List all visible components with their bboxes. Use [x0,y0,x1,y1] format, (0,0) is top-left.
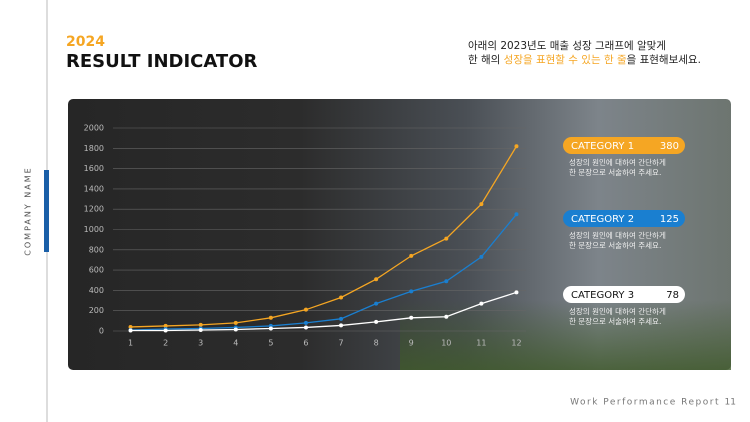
data-point [514,290,519,295]
y-tick-label: 1800 [84,144,104,153]
x-tick-label: 4 [233,339,238,348]
y-tick-label: 400 [89,286,104,295]
data-point [409,315,414,320]
page-number: 11 [725,398,736,408]
data-point [163,323,168,328]
callout-text: 성장의 원인에 대하여 간단하게 [569,157,666,167]
data-point [479,202,484,207]
data-point [444,314,449,319]
callout-pill [563,210,685,227]
data-point [409,289,414,294]
data-point [268,315,273,320]
data-point [514,144,519,149]
series-line [130,145,518,328]
data-point [479,301,484,306]
description-line: 아래의 2023년도 매출 성장 그래프에 알맞게 [468,40,666,52]
data-point [303,307,308,312]
callout-text: 한 문장으로 서술하여 주세요. [569,316,661,326]
description-segment: 을 표현해보세요. [627,53,701,66]
callout-pill [563,286,685,303]
data-point [374,319,379,324]
x-tick-label: 6 [303,339,308,348]
footer-report: Work Performance Report [570,398,720,408]
description-segment: 아래의 2023년도 매출 성장 그래프에 알맞게 [468,40,666,52]
callout-name: CATEGORY 3 [571,290,634,301]
y-tick-label: 1600 [84,164,104,173]
callout-pill [563,137,685,154]
data-point [128,324,133,329]
y-tick-label: 1000 [84,225,104,234]
x-tick-label: 9 [409,339,414,348]
data-point [303,320,308,325]
x-tick-label: 3 [198,339,203,348]
callout-text: 성장의 원인에 대하여 간단하게 [569,306,666,316]
data-point [198,322,203,327]
description-segment: 한 해의 [468,53,504,66]
x-tick-label: 8 [374,339,379,348]
x-tick-label: 11 [476,339,486,348]
data-point [233,320,238,325]
series-line [130,213,517,331]
y-tick-label: 1200 [84,205,104,214]
data-point [479,254,484,259]
data-point [303,325,308,330]
data-point [128,328,133,333]
data-point [233,327,238,332]
callout-value: 125 [660,214,679,225]
data-point [339,323,344,328]
callout-name: CATEGORY 1 [571,141,634,152]
callout-name: CATEGORY 2 [571,214,634,225]
year: 2024 [66,34,105,50]
callout-text: 한 문장으로 서술하여 주세요. [569,240,661,250]
callout-text: 성장의 원인에 대하여 간단하게 [569,230,666,240]
data-point [444,279,449,284]
callout-text: 한 문장으로 서술하여 주세요. [569,167,661,177]
y-tick-label: 1400 [84,184,104,193]
data-point [268,326,273,331]
data-point [198,327,203,332]
x-tick-label: 2 [163,339,168,348]
data-point [514,212,519,217]
data-point [339,316,344,321]
data-point [163,328,168,333]
company-name: COMPANY NAME [24,166,33,255]
sidebar-accent [44,170,49,252]
data-point [409,253,414,258]
x-tick-label: 10 [441,339,451,348]
y-tick-label: 800 [89,245,104,254]
x-tick-label: 12 [511,339,521,348]
data-point [374,277,379,282]
title: RESULT INDICATOR [66,51,257,72]
description-segment: 성장을 표현할 수 있는 한 줄 [504,54,627,66]
x-tick-label: 7 [338,339,343,348]
description-line: 한 해의 성장을 표현할 수 있는 한 줄을 표현해보세요. [468,53,701,66]
y-tick-label: 2000 [84,124,104,133]
y-tick-label: 600 [89,266,104,275]
callout-value: 380 [660,141,679,152]
callout-value: 78 [666,290,679,301]
panel-photo-ground [400,300,731,370]
series-line [130,291,517,332]
data-point [374,301,379,306]
data-point [444,236,449,241]
x-tick-label: 1 [128,339,133,348]
data-point [339,295,344,300]
y-tick-label: 200 [89,306,104,315]
x-tick-label: 5 [268,339,273,348]
y-tick-label: 0 [99,327,104,336]
